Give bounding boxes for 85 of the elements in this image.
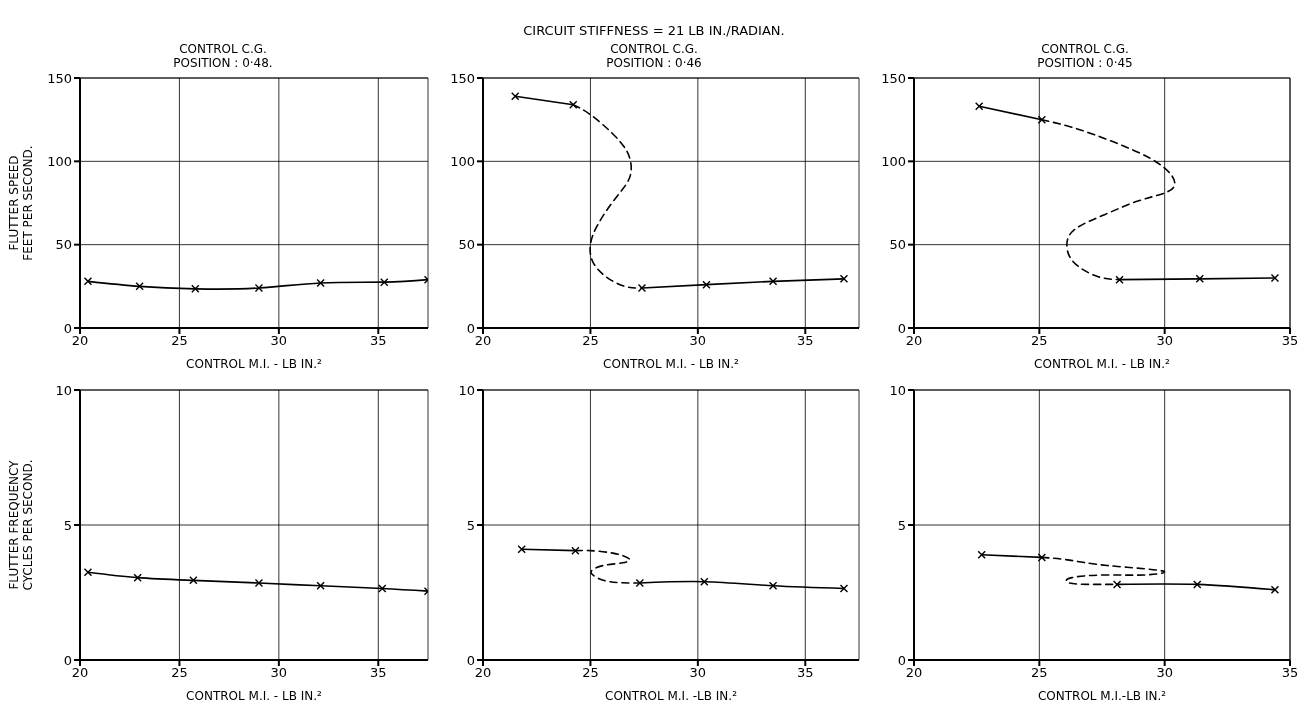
x-tick-label: 35 [1281,333,1299,349]
x-tick-label: 35 [797,333,814,349]
x-tick-label: 25 [171,665,188,681]
x-tick-label: 20 [474,333,492,349]
x-tick-label: 20 [71,665,89,681]
point [1112,580,1122,589]
x-tick-label: 25 [582,333,599,349]
x-tick-label: 30 [1156,665,1173,681]
y-tick-label: 5 [466,517,475,533]
point [1037,115,1047,124]
point [517,545,526,554]
point [839,584,849,593]
y-tick-label: 150 [450,70,475,86]
text: CIRCUIT STIFFNESS = 21 LB IN./RADIAN. [523,23,785,38]
x-axis-title: CONTROL M.I. - LB IN.² [1034,357,1171,371]
chart-title: CONTROL C.G. POSITION : 0·48. [173,42,273,70]
y-tick-label: 0 [466,320,475,336]
chart-title: CONTROL C.G. POSITION : 0·46 [606,42,702,70]
point [511,92,520,101]
x-tick-label: 20 [905,333,923,349]
x-tick-label: 25 [582,665,599,681]
x-tick-label: 30 [270,665,288,681]
y-tick-label: 10 [889,382,906,398]
y-axis-title: FLUTTER FREQUENCY CYCLES PER SECOND. [7,459,35,591]
x-tick-label: 25 [171,333,188,349]
point [637,283,647,293]
x-axis-title: CONTROL M.I.-LB IN.² [1037,689,1167,703]
y-tick-label: 0 [63,652,72,668]
x-tick-label: 35 [1281,665,1299,681]
x-tick-label: 25 [1031,665,1048,681]
x-tick-label: 20 [905,665,923,681]
point [83,568,93,577]
x-tick-label: 20 [71,333,89,349]
point [839,274,849,284]
y-tick-label: 150 [881,70,906,86]
x-tick-label: 35 [797,665,814,681]
x-tick-label: 25 [1031,333,1048,349]
point [1270,273,1280,283]
point [571,546,580,555]
point [316,581,325,590]
point [1193,580,1202,589]
point [133,573,142,582]
point [254,578,264,588]
y-tick-label: 5 [897,517,906,533]
y-tick-label: 100 [47,153,72,169]
x-tick-label: 30 [689,333,707,349]
y-axis-title: FLUTTER SPEED FEET PER SECOND. [7,145,35,261]
point [378,584,387,593]
x-tick-label: 35 [370,333,387,349]
point [1037,553,1047,562]
x-axis-title: CONTROL M.I. - LB IN.² [603,357,740,371]
x-axis-title: CONTROL M.I. - LB IN.² [186,357,323,371]
y-tick-label: 50 [889,237,906,253]
point [768,581,778,590]
chart-title: CONTROL C.G. POSITION : 0·45 [1037,42,1133,70]
y-tick-label: 0 [897,320,906,336]
y-tick-label: 150 [47,70,72,86]
y-tick-label: 0 [63,320,72,336]
x-axis-title: CONTROL M.I. - LB IN.² [186,689,323,703]
y-tick-label: 10 [55,382,72,398]
point [702,280,711,289]
x-tick-label: 30 [270,333,288,349]
point [569,100,578,109]
y-tick-label: 0 [466,652,475,668]
y-tick-label: 0 [897,652,906,668]
x-tick-label: 35 [370,665,387,681]
y-tick-label: 50 [55,237,72,253]
x-tick-label: 30 [1156,333,1173,349]
point [974,102,984,111]
point [1195,274,1204,284]
point [1115,275,1124,284]
y-tick-label: 50 [458,237,475,253]
y-tick-label: 10 [458,382,475,398]
point [700,577,709,586]
y-tick-label: 100 [881,153,906,169]
y-tick-label: 5 [63,517,72,533]
point [635,578,645,588]
x-axis-title: CONTROL M.I. -LB IN.² [605,689,738,703]
point [768,277,778,286]
x-tick-label: 30 [689,665,707,681]
y-tick-label: 100 [450,153,475,169]
x-tick-label: 20 [474,665,492,681]
point [189,576,198,585]
point [1270,585,1280,594]
point [977,550,986,559]
